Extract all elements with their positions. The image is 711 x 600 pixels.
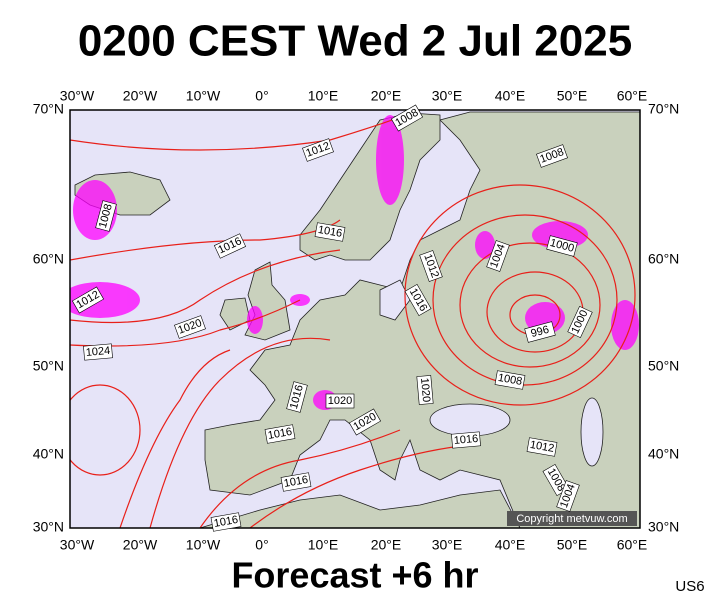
model-code: US6 bbox=[675, 578, 704, 595]
isobar-label-box bbox=[348, 408, 382, 436]
latitude-label: 70°N bbox=[648, 101, 679, 117]
isobar-label-box bbox=[83, 343, 113, 361]
isobar-label-box bbox=[536, 144, 568, 168]
isobar-label-box bbox=[546, 235, 578, 257]
isobar-label-text: 1020 bbox=[328, 395, 352, 407]
map-frame bbox=[69, 109, 641, 529]
longitude-label: 50°E bbox=[557, 537, 588, 553]
isobar-label-box bbox=[210, 512, 242, 532]
longitude-label: 20°W bbox=[123, 88, 158, 104]
isobar-label: 1008 bbox=[536, 144, 568, 168]
isobar-label-box bbox=[264, 424, 296, 444]
copyright: Copyright metvuw.com bbox=[516, 513, 627, 525]
longitude-label: 40°E bbox=[495, 537, 526, 553]
longitude-label: 10°E bbox=[308, 537, 339, 553]
isobar-label-box bbox=[302, 138, 334, 162]
longitude-label: 10°W bbox=[186, 88, 221, 104]
isobar-label-box bbox=[486, 240, 510, 272]
longitude-label: 30°E bbox=[432, 537, 463, 553]
isobar-label-box bbox=[286, 381, 308, 413]
isobar-label: 1016 bbox=[210, 512, 242, 532]
longitude-label: 0° bbox=[255, 537, 268, 553]
isobar-label-box bbox=[524, 321, 556, 343]
isobar-label-text: 996 bbox=[530, 324, 551, 340]
latitude-label: 40°N bbox=[648, 446, 679, 462]
isobar-label: 1008 bbox=[95, 200, 117, 232]
isobar-label: 1024 bbox=[83, 343, 113, 361]
longitude-label: 30°W bbox=[60, 88, 95, 104]
isobar-label-box bbox=[404, 283, 432, 317]
isobar-label-box bbox=[314, 222, 346, 242]
latitude-label: 50°N bbox=[648, 358, 679, 374]
latitude-label: 40°N bbox=[33, 446, 64, 462]
isobar-label-text: 1016 bbox=[267, 426, 293, 442]
latitude-label: 30°N bbox=[648, 519, 679, 535]
isobar-label-text: 1020 bbox=[418, 377, 432, 402]
isobar-label: 1012 bbox=[419, 250, 443, 282]
longitude-label: 20°E bbox=[371, 88, 402, 104]
isobar-label-box bbox=[451, 431, 481, 449]
copyright-box bbox=[507, 511, 637, 526]
isobar-label-text: 1016 bbox=[213, 514, 239, 530]
isobar-label-box bbox=[280, 472, 312, 492]
isobar-label-box bbox=[325, 393, 355, 409]
isobar-label-box bbox=[567, 305, 593, 339]
isobar-label-box bbox=[174, 315, 206, 339]
forecast-label: Forecast +6 hr bbox=[231, 555, 478, 596]
map-area bbox=[70, 110, 640, 528]
isobar-label: 1016 bbox=[286, 381, 308, 413]
longitude-label: 40°E bbox=[495, 88, 526, 104]
isobar-label-box bbox=[419, 250, 443, 282]
longitude-label: 10°W bbox=[186, 537, 221, 553]
isobar-label: 1016 bbox=[314, 222, 346, 242]
isobar-label-box bbox=[416, 375, 434, 405]
isobar-label-text: 1024 bbox=[85, 345, 110, 359]
latitude-label: 50°N bbox=[33, 358, 64, 374]
isobar-label-box bbox=[390, 104, 424, 132]
map-title: 0200 CEST Wed 2 Jul 2025 bbox=[78, 17, 632, 66]
longitude-label: 20°E bbox=[371, 537, 402, 553]
latitude-label: 60°N bbox=[648, 251, 679, 267]
isobar-label: 1016 bbox=[451, 431, 481, 449]
longitude-label: 30°E bbox=[432, 88, 463, 104]
longitude-label: 30°W bbox=[60, 537, 95, 553]
isobar-label-box bbox=[494, 370, 526, 390]
isobar-label-text: 1016 bbox=[453, 433, 478, 447]
isobar-label-box bbox=[526, 437, 558, 457]
longitude-label: 60°E bbox=[617, 537, 648, 553]
longitude-label: 50°E bbox=[557, 88, 588, 104]
isobar-label: 996 bbox=[524, 321, 556, 343]
latitude-label: 30°N bbox=[33, 519, 64, 535]
isobar-label: 1012 bbox=[302, 138, 334, 162]
isobar-label: 1000 bbox=[546, 235, 578, 257]
isobar-label: 1004 bbox=[486, 240, 510, 272]
longitude-label: 60°E bbox=[617, 88, 648, 104]
isobar-label-text: 1016 bbox=[283, 474, 309, 490]
isobar-label-box bbox=[556, 480, 580, 512]
isobar-label-text: 1008 bbox=[497, 372, 523, 388]
longitude-label: 0° bbox=[255, 88, 268, 104]
isobar-label-text: 1016 bbox=[317, 224, 343, 240]
isobar-label: 1008 bbox=[494, 370, 526, 390]
isobar-label: 1020 bbox=[174, 315, 206, 339]
isobar-label: 1016 bbox=[280, 472, 312, 492]
isobar-label-box bbox=[71, 286, 105, 314]
isobar-label: 1020 bbox=[325, 393, 355, 409]
isobar-label: 1020 bbox=[416, 375, 434, 405]
latitude-label: 70°N bbox=[33, 101, 64, 117]
isobar-label-text: 1012 bbox=[529, 439, 555, 455]
latitude-label: 60°N bbox=[33, 251, 64, 267]
isobar-label: 1012 bbox=[526, 437, 558, 457]
longitude-label: 10°E bbox=[308, 88, 339, 104]
isobars bbox=[70, 110, 636, 528]
isobar-label-box bbox=[213, 233, 247, 259]
longitude-label: 20°W bbox=[123, 537, 158, 553]
isobar-label-box bbox=[95, 200, 117, 232]
inland-seas bbox=[379, 279, 604, 467]
isobar-label: 1004 bbox=[556, 480, 580, 512]
isobar-label: 1016 bbox=[264, 424, 296, 444]
